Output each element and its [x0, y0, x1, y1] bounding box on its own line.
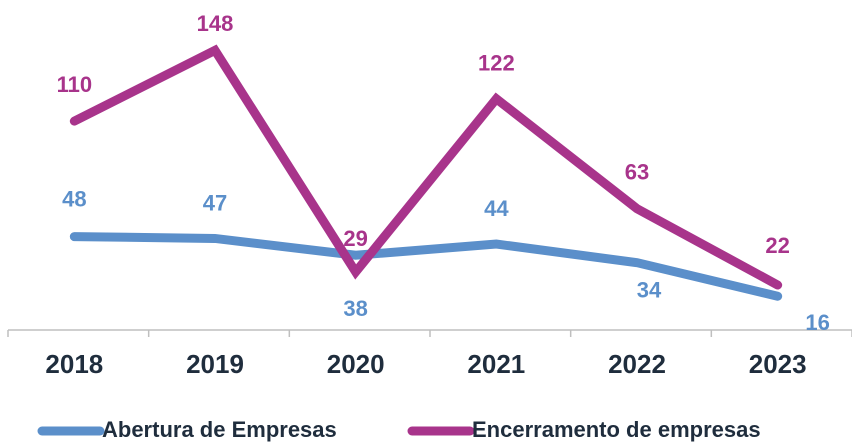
data-label: 122: [478, 51, 515, 76]
x-tick-label: 2019: [186, 349, 244, 379]
data-label: 44: [484, 196, 509, 221]
data-label: 29: [343, 226, 367, 251]
data-label: 16: [805, 310, 829, 335]
series-line: [69, 232, 783, 301]
data-label: 34: [637, 277, 662, 302]
data-label: 48: [62, 186, 86, 211]
x-tick-label: 2018: [45, 349, 103, 379]
data-label: 38: [343, 296, 367, 321]
data-label: 47: [203, 190, 227, 215]
x-tick-label: 2023: [749, 349, 807, 379]
x-tick-label: 2022: [608, 349, 666, 379]
series-line: [69, 44, 783, 290]
data-label: 148: [197, 11, 234, 36]
x-tick-label: 2020: [327, 349, 385, 379]
data-label: 22: [765, 233, 789, 258]
x-tick-label: 2021: [467, 349, 525, 379]
data-label: 110: [57, 72, 93, 97]
legend-label: Encerramento de empresas: [472, 417, 761, 442]
data-label: 63: [625, 159, 649, 184]
legend-label: Abertura de Empresas: [102, 417, 337, 442]
